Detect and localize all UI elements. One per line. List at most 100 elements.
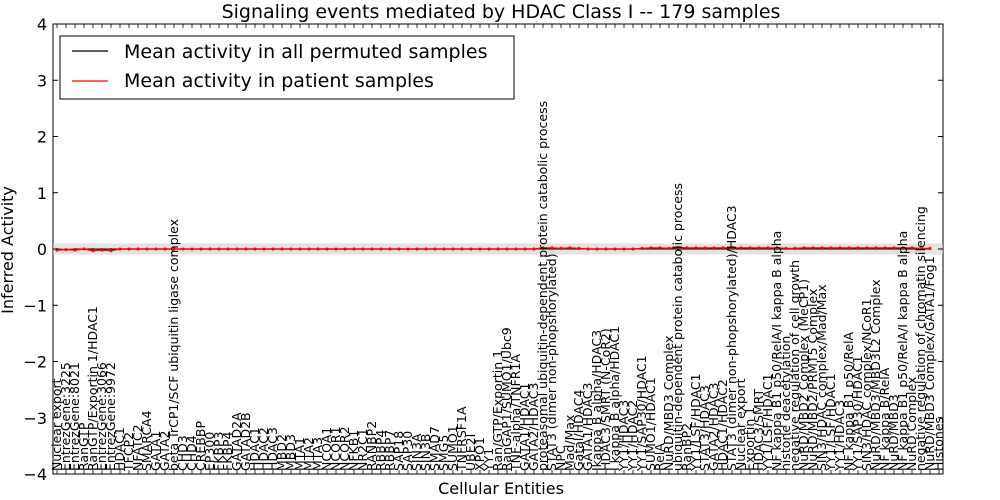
y-axis-ticks: −4 −3 −2 −1 0 1 2 3 4 (23, 15, 943, 484)
data-point-patient (784, 246, 788, 250)
data-point-patient (91, 249, 95, 253)
y-tick-label: 3 (37, 71, 47, 90)
x-category-label: NF kappa B1 p50/RelA/I kappa B alpha (769, 231, 784, 471)
x-category-label: GATA2/HDAC3 (706, 383, 721, 471)
x-category-label: GATAD2A (229, 412, 244, 471)
x-category-label: HDAC1/HDAC2 (715, 379, 730, 471)
x-category-label: NuRD/MBD2 Complex (MeCP1) (796, 279, 811, 471)
data-point-patient (829, 246, 833, 250)
data-point-patient (901, 246, 905, 250)
data-point-patient (775, 246, 779, 250)
data-point-patient (676, 245, 680, 249)
data-point-patient (235, 247, 239, 251)
x-category-label: YY1/HDAC2 (625, 400, 640, 472)
data-point-patient (154, 247, 158, 251)
data-point-patient (757, 246, 761, 250)
data-point-patient (730, 246, 734, 250)
x-category-label: NFKB1 (346, 430, 361, 471)
data-point-patient (478, 247, 482, 251)
data-point-patient (820, 246, 824, 250)
x-category-label: GATA2/HDAC3 (526, 383, 541, 471)
x-category-label: NR2C1 (355, 428, 370, 471)
y-tick-label: 0 (37, 240, 47, 259)
data-point-patient (370, 247, 374, 251)
legend-label-patient: Mean activity in patient samples (124, 70, 434, 92)
x-category-label: EntrezGene:8021 (67, 362, 82, 471)
data-point-patient (199, 247, 203, 251)
x-category-label: RanGTP/Exportin 1/HDAC1 (85, 306, 100, 471)
data-point-patient (910, 246, 914, 250)
x-category-label: ubiquitin-dependent protein catabolic pr… (670, 183, 685, 471)
x-category-label: RanGAP1/SUMO1/Ubc9 (499, 327, 514, 471)
data-point-patient (847, 246, 851, 250)
x-category-label: EntrezGene:9972 (103, 362, 118, 471)
x-category-label: TNFRSF1A (454, 406, 469, 472)
x-category-label: MBD3 (283, 434, 298, 471)
x-category-label: SMAD7 (427, 426, 442, 471)
data-point-patient (379, 247, 383, 251)
data-point-patient (325, 247, 329, 251)
data-point-patient (658, 246, 662, 250)
x-category-label: YY1/SAP30/HDAC1 (634, 355, 649, 472)
data-point-patient (343, 247, 347, 251)
data-point-patient (136, 247, 140, 251)
x-category-label: NCOR2 (337, 426, 352, 471)
data-point-patient (181, 247, 185, 251)
data-point-patient (352, 247, 356, 251)
x-category-label: NF kappa B1 p50/RelA/I kappa B alpha (895, 231, 910, 471)
x-category-label: TFCP2 (121, 432, 136, 472)
x-category-label: NuRD/MBD3/MBD3L2 Complex (868, 279, 883, 471)
x-category-label: EntrezGene:3225 (58, 362, 73, 471)
data-point-patient (262, 247, 266, 251)
y-tick-label: 4 (37, 15, 47, 34)
data-point-patient (118, 247, 122, 251)
x-category-label: EP300 (202, 432, 217, 471)
x-category-label: Exportin 1 (742, 407, 757, 471)
x-category-label: NuRD Complex (904, 377, 919, 471)
data-point-patient (649, 246, 653, 250)
x-category-label: HDAC2 (256, 427, 271, 471)
x-category-label: RanGTP (76, 422, 91, 471)
data-point-patient (550, 246, 554, 250)
data-point-patient (244, 247, 248, 251)
x-category-label: negative regulation of chromatin silenci… (913, 206, 928, 471)
data-point-patient (289, 247, 293, 251)
data-point-patient (361, 247, 365, 251)
x-category-label: Nuclear export (733, 378, 748, 471)
data-point-patient (748, 246, 752, 250)
x-category-label: STAT3 (dimer non-phopshorylated)/HDAC3 (724, 205, 739, 471)
x-category-label: SMG5 (436, 435, 451, 471)
data-point-patient (586, 247, 590, 251)
x-category-label: YY1/HDAC3 (616, 400, 631, 472)
x-category-label: YY1 (481, 448, 496, 472)
data-point-patient (739, 246, 743, 250)
data-point-patient (226, 247, 230, 251)
x-category-label: EntrezGene:3066 (94, 362, 109, 471)
data-point-patient (793, 246, 797, 250)
data-point-patient (712, 246, 716, 250)
x-category-label: beta TrCP1/SCF ubiquitin ligase complex (166, 219, 181, 471)
x-category-label: RBBP7 (382, 430, 397, 471)
data-point-patient (559, 246, 563, 250)
x-category-label: MTA2 (301, 437, 316, 471)
x-category-label: SIN3/HDAC complex/NCoR1 (859, 298, 874, 471)
data-point-patient (604, 247, 608, 251)
data-point-patient (919, 246, 923, 250)
x-category-label: XPO1 (472, 437, 487, 471)
x-category-label: SIN3/HDAC complex/Mad/Max (814, 284, 829, 471)
x-category-label: RANBP2 (364, 421, 379, 471)
data-point-patient (253, 247, 257, 251)
y-tick-label: −4 (23, 465, 47, 484)
data-point-patient (514, 247, 518, 251)
x-category-label: CHD3 (175, 435, 190, 471)
x-category-label: STAT3/HDAC3 (697, 385, 712, 471)
data-point-patient (127, 247, 131, 251)
x-axis-label: Cellular Entities (438, 479, 564, 498)
data-point-patient (208, 247, 212, 251)
legend-label-permuted: Mean activity in all permuted samples (124, 41, 487, 63)
x-category-label: GATAD2B (238, 412, 253, 471)
x-category-label: Mad/Max (562, 415, 577, 471)
x-category-label: NuRD/MBD2/PRMT5 Complex (805, 289, 820, 471)
data-point-patient (487, 247, 491, 251)
data-point-patient (865, 246, 869, 250)
